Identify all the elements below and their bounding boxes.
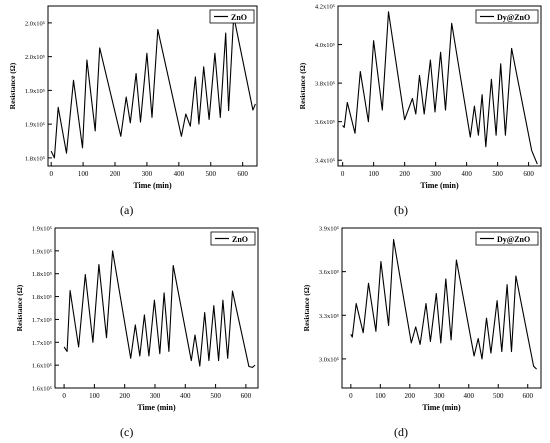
x-tick-label: 400 [464, 392, 475, 400]
y-tick-label: 1.8x10⁵ [25, 155, 45, 162]
series-line-d [350, 239, 537, 370]
x-tick-label: 500 [205, 170, 216, 178]
x-tick-label: 400 [180, 392, 191, 400]
legend-c: ZnO [210, 231, 256, 246]
x-tick-label: 0 [62, 392, 66, 400]
y-tick-label: 4.0x10⁵ [315, 42, 335, 49]
plot-frame-c [54, 227, 259, 389]
y-tick-label: 3.6x10⁵ [315, 119, 335, 126]
x-tick-label: 0 [49, 170, 53, 178]
y-tick-label: 3.6x10⁵ [319, 269, 339, 276]
y-tick-label: 1.9x10⁵ [25, 88, 45, 95]
legend-b: Dy@ZnO [475, 9, 539, 24]
plot-frame-a [47, 5, 258, 167]
legend-label: Dy@ZnO [497, 235, 530, 244]
x-tick-label: 300 [430, 170, 441, 178]
x-tick-label: 300 [434, 392, 445, 400]
y-tick-label: 3.8x10⁵ [315, 81, 335, 88]
x-tick-label: 300 [150, 392, 161, 400]
x-tick-label: 200 [399, 170, 410, 178]
y-tick-label: 1.6x10⁵ [32, 363, 52, 370]
plot-frame-b [337, 5, 542, 167]
y-axis-label: Resistance (Ω) [15, 284, 24, 331]
y-tick-label: 3.3x10⁵ [319, 313, 339, 320]
panel-label-b: (b) [394, 203, 408, 217]
y-tick-label: 3.0x10⁵ [319, 356, 339, 363]
x-tick-label: 600 [522, 392, 533, 400]
legend-label: ZnO [231, 13, 247, 22]
y-tick-label: 1.9x10⁵ [25, 122, 45, 129]
chart-a: 0 100 200 300 400 500 600 1.8x10⁵ 1.9x10⁵ 1.9x10⁵… [8, 5, 258, 190]
legend-a: ZnO [209, 9, 255, 24]
x-tick-label: 100 [368, 170, 379, 178]
y-tick-label: 2.0x10⁵ [25, 54, 45, 61]
y-axis-label: Resistance (Ω) [8, 62, 17, 109]
plot-frame-d [341, 227, 542, 389]
panel-label-a: (a) [120, 203, 134, 217]
legend-d: Dy@ZnO [475, 231, 539, 246]
x-tick-label: 0 [349, 392, 353, 400]
y-tick-label: 1.7x10⁵ [32, 340, 52, 347]
y-tick-label: 2.0x10⁵ [25, 20, 45, 27]
legend-box [475, 231, 539, 246]
chart-b: 0 100 200 300 400 500 600 3.4x10⁵ 3.6x10⁵ 3.8x10⁵… [298, 4, 542, 190]
y-tick-label: 1.6x10⁵ [32, 386, 52, 393]
y-tick-label: 1.8x10⁵ [32, 294, 52, 301]
series-line-b [342, 11, 538, 165]
x-tick-label: 600 [237, 170, 248, 178]
x-tick-label: 0 [341, 170, 345, 178]
y-tick-label: 1.9x10⁵ [32, 248, 52, 255]
chart-d: 0 100 200 300 400 500 600 3.0x10⁵ 3.3x10⁵ 3.6x10⁵… [302, 226, 542, 412]
x-tick-label: 400 [461, 170, 472, 178]
series-line-c [63, 250, 256, 368]
series-line-a [50, 15, 256, 159]
panel-label-d: (d) [394, 425, 408, 439]
y-tick-label: 1.9x10⁵ [32, 226, 52, 233]
legend-box [210, 231, 256, 246]
legend-label: ZnO [232, 235, 248, 244]
x-tick-label: 600 [241, 392, 252, 400]
y-tick-label: 1.8x10⁵ [32, 271, 52, 278]
y-tick-label: 4.2x10⁵ [315, 4, 335, 11]
x-axis-label: Time (min) [133, 181, 172, 190]
chart-c: 0 100 200 300 400 500 600 1.6x10⁵ 1.6x10⁵ 1.7x10⁵… [15, 226, 259, 412]
x-axis-label: Time (min) [422, 403, 461, 412]
x-tick-label: 500 [210, 392, 221, 400]
x-tick-label: 100 [375, 392, 386, 400]
y-tick-label: 1.7x10⁵ [32, 317, 52, 324]
y-tick-label: 3.4x10⁵ [315, 158, 335, 165]
x-tick-label: 200 [110, 170, 121, 178]
panel-label-c: (c) [120, 425, 134, 439]
x-tick-label: 300 [142, 170, 153, 178]
x-axis-label: Time (min) [137, 403, 176, 412]
x-tick-label: 500 [493, 392, 504, 400]
x-tick-label: 200 [405, 392, 416, 400]
y-axis-label: Resistance (Ω) [302, 284, 311, 331]
x-tick-label: 200 [119, 392, 130, 400]
x-tick-label: 500 [492, 170, 503, 178]
y-tick-label: 3.9x10⁵ [319, 226, 339, 233]
legend-box [209, 9, 255, 24]
x-tick-label: 100 [89, 392, 100, 400]
x-tick-label: 100 [78, 170, 89, 178]
x-axis-label: Time (min) [420, 181, 459, 190]
x-tick-label: 600 [523, 170, 534, 178]
legend-box [475, 9, 539, 24]
y-axis-label: Resistance (Ω) [298, 62, 307, 109]
x-tick-label: 400 [174, 170, 185, 178]
legend-label: Dy@ZnO [497, 13, 530, 22]
